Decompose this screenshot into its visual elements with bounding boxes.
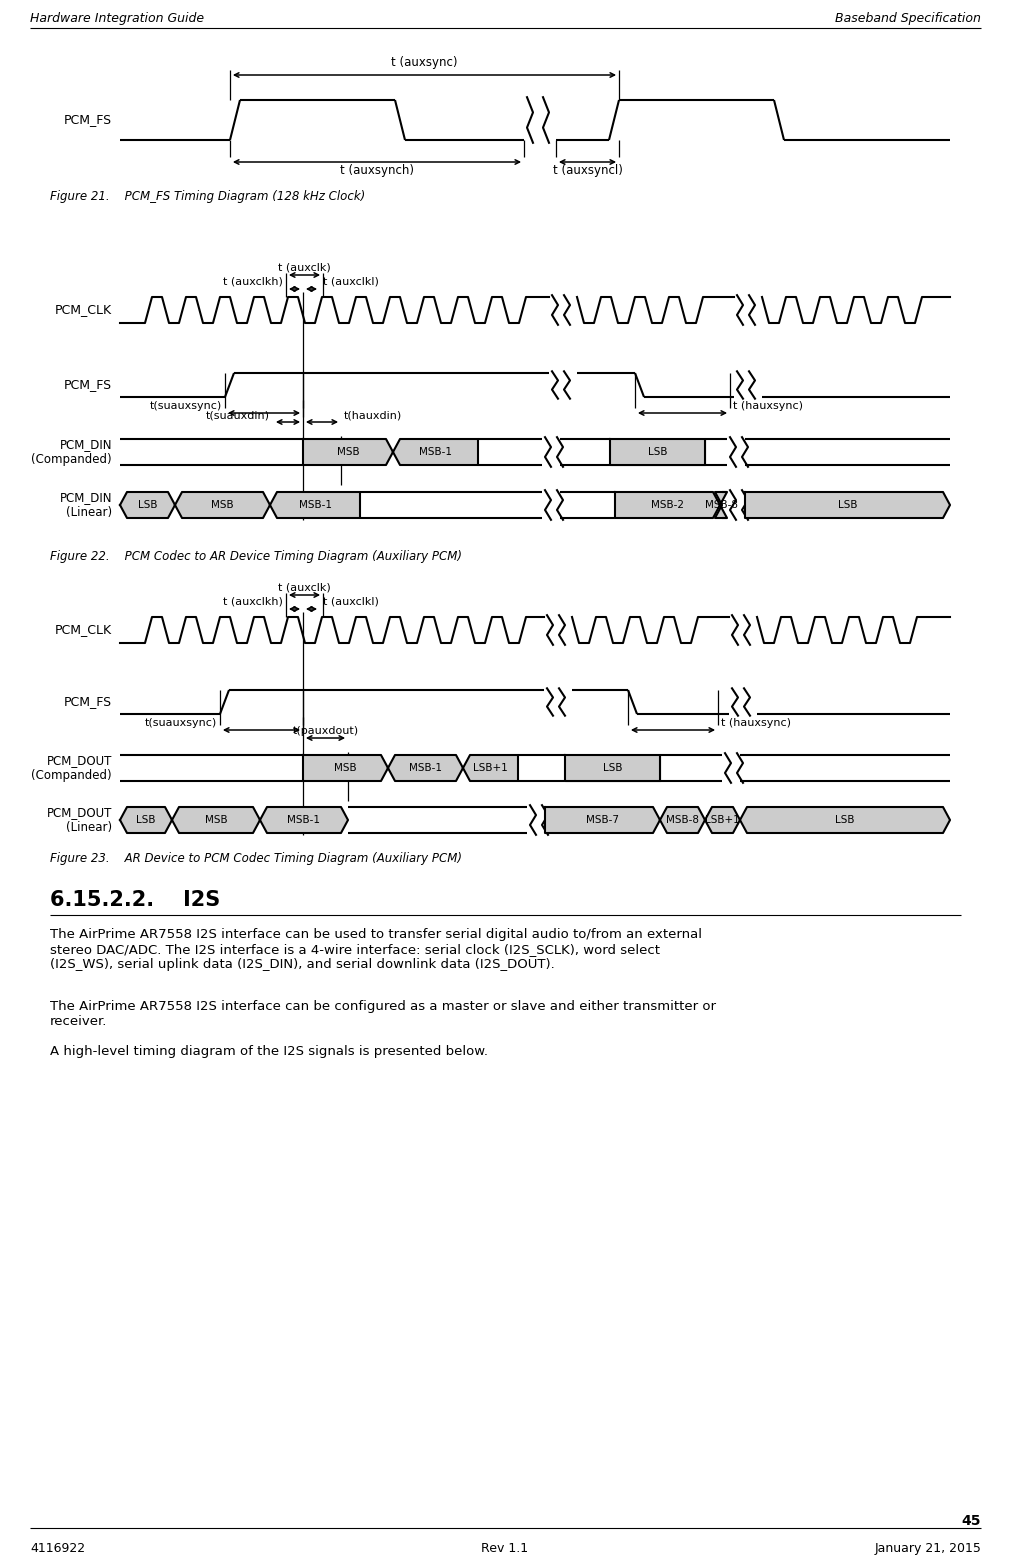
Polygon shape (545, 807, 660, 833)
Text: t(pauxdout): t(pauxdout) (292, 725, 359, 736)
Text: LSB: LSB (838, 501, 857, 510)
Polygon shape (740, 807, 950, 833)
Polygon shape (745, 491, 950, 518)
Text: t(suauxsync): t(suauxsync) (150, 401, 222, 410)
Polygon shape (463, 755, 518, 782)
Polygon shape (715, 491, 727, 518)
Text: Baseband Specification: Baseband Specification (835, 12, 981, 25)
Text: LSB+1: LSB+1 (473, 763, 508, 774)
Text: MSB-1: MSB-1 (298, 501, 332, 510)
Text: t(hauxdin): t(hauxdin) (344, 410, 402, 420)
Text: LSB: LSB (603, 763, 622, 774)
Text: The AirPrime AR7558 I2S interface can be configured as a master or slave and eit: The AirPrime AR7558 I2S interface can be… (50, 1000, 716, 1028)
Text: MSB-7: MSB-7 (586, 814, 619, 825)
Polygon shape (303, 755, 388, 782)
Text: t (auxsync): t (auxsync) (391, 56, 458, 69)
Text: MSB: MSB (211, 501, 234, 510)
Text: MSB-2: MSB-2 (651, 501, 684, 510)
Text: LSB: LSB (648, 448, 667, 457)
Polygon shape (615, 491, 720, 518)
Text: t (auxclkh): t (auxclkh) (223, 278, 283, 287)
Text: January 21, 2015: January 21, 2015 (875, 1541, 981, 1555)
Text: PCM_FS: PCM_FS (64, 114, 112, 126)
Polygon shape (705, 807, 740, 833)
Text: MSB-8: MSB-8 (666, 814, 699, 825)
Text: PCM_DOUT
(Linear): PCM_DOUT (Linear) (47, 807, 112, 835)
Text: LSB+1: LSB+1 (705, 814, 740, 825)
Text: MSB-1: MSB-1 (419, 448, 452, 457)
Text: LSB: LSB (835, 814, 854, 825)
Text: PCM_DOUT
(Companded): PCM_DOUT (Companded) (31, 753, 112, 782)
Polygon shape (660, 807, 705, 833)
Text: 4116922: 4116922 (30, 1541, 85, 1555)
Text: t (auxsynch): t (auxsynch) (340, 164, 413, 176)
Polygon shape (270, 491, 360, 518)
Text: The AirPrime AR7558 I2S interface can be used to transfer serial digital audio t: The AirPrime AR7558 I2S interface can be… (50, 928, 702, 970)
Text: t (auxclk): t (auxclk) (278, 264, 331, 273)
Text: MSB-1: MSB-1 (409, 763, 442, 774)
Polygon shape (120, 491, 175, 518)
Text: Hardware Integration Guide: Hardware Integration Guide (30, 12, 204, 25)
Text: Figure 21.    PCM_FS Timing Diagram (128 kHz Clock): Figure 21. PCM_FS Timing Diagram (128 kH… (50, 190, 365, 203)
Text: LSB: LSB (136, 814, 156, 825)
Text: MSB: MSB (337, 448, 359, 457)
Text: MSB: MSB (335, 763, 357, 774)
Text: t (hauxsync): t (hauxsync) (721, 718, 791, 729)
Text: MSB: MSB (204, 814, 227, 825)
Polygon shape (172, 807, 260, 833)
Text: t (auxclkh): t (auxclkh) (223, 597, 283, 607)
Text: t (hauxsync): t (hauxsync) (733, 401, 803, 410)
Polygon shape (388, 755, 463, 782)
Polygon shape (175, 491, 270, 518)
Polygon shape (610, 438, 705, 465)
Text: PCM_DIN
(Companded): PCM_DIN (Companded) (31, 438, 112, 466)
Text: PCM_CLK: PCM_CLK (55, 304, 112, 317)
Text: t (auxclkl): t (auxclkl) (323, 597, 379, 607)
Text: PCM_FS: PCM_FS (64, 696, 112, 708)
Text: A high-level timing diagram of the I2S signals is presented below.: A high-level timing diagram of the I2S s… (50, 1045, 488, 1058)
Text: t (auxclkl): t (auxclkl) (323, 278, 379, 287)
Text: LSB: LSB (137, 501, 158, 510)
Text: 6.15.2.2.    I2S: 6.15.2.2. I2S (50, 891, 220, 909)
Text: 45: 45 (961, 1515, 981, 1527)
Text: t(suauxsync): t(suauxsync) (145, 718, 217, 729)
Polygon shape (260, 807, 348, 833)
Text: MSB-8: MSB-8 (705, 501, 737, 510)
Text: Figure 22.    PCM Codec to AR Device Timing Diagram (Auxiliary PCM): Figure 22. PCM Codec to AR Device Timing… (50, 551, 462, 563)
Text: PCM_CLK: PCM_CLK (55, 624, 112, 636)
Text: MSB-1: MSB-1 (287, 814, 320, 825)
Polygon shape (393, 438, 478, 465)
Text: PCM_DIN
(Linear): PCM_DIN (Linear) (60, 491, 112, 519)
Text: t(suauxdin): t(suauxdin) (206, 410, 270, 420)
Polygon shape (120, 807, 172, 833)
Text: t (auxclk): t (auxclk) (278, 583, 331, 593)
Text: Figure 23.    AR Device to PCM Codec Timing Diagram (Auxiliary PCM): Figure 23. AR Device to PCM Codec Timing… (50, 852, 462, 864)
Text: t (auxsyncl): t (auxsyncl) (553, 164, 623, 176)
Polygon shape (565, 755, 660, 782)
Text: PCM_FS: PCM_FS (64, 379, 112, 392)
Polygon shape (303, 438, 393, 465)
Text: Rev 1.1: Rev 1.1 (481, 1541, 529, 1555)
